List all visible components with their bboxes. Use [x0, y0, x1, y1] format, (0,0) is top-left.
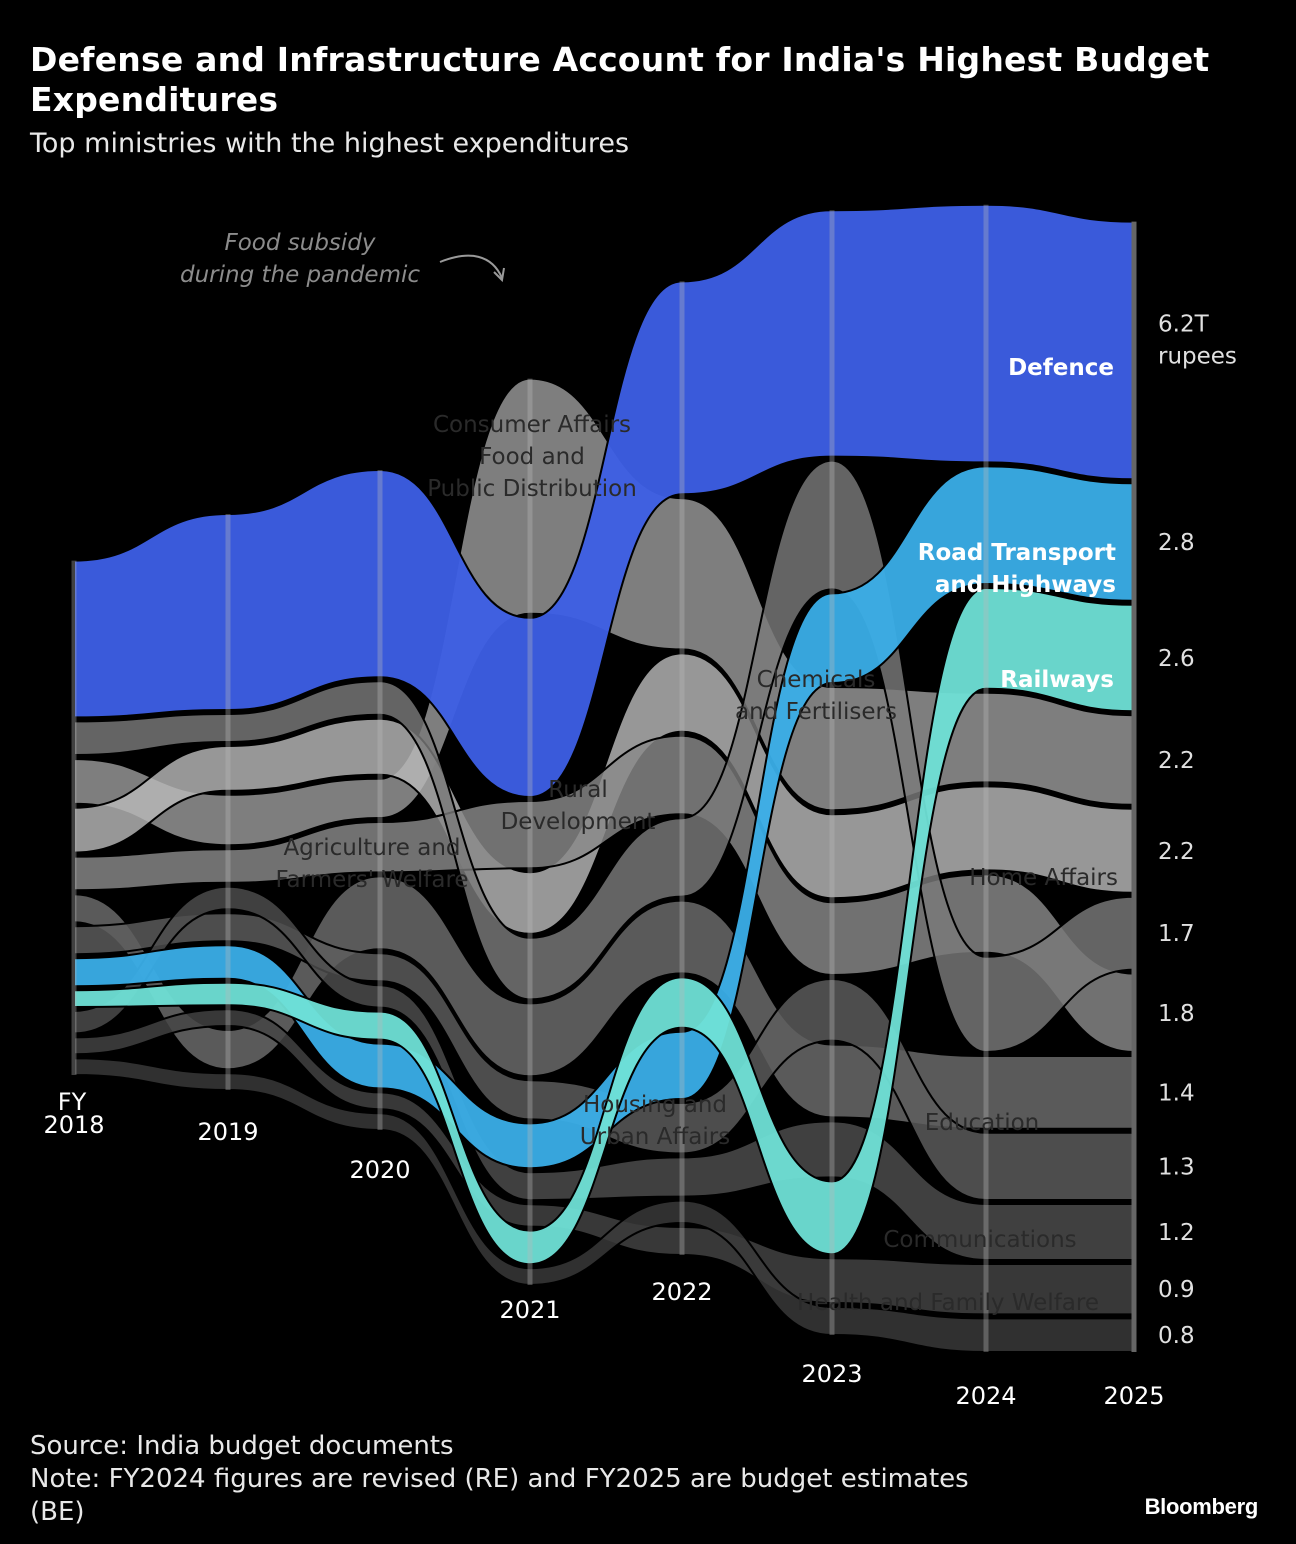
bloomberg-logo: Bloomberg [1144, 1494, 1259, 1519]
series-label-0: Defence [1008, 355, 1114, 381]
value-label-1: 2.8 [1158, 530, 1195, 556]
year-label-2024: 2024 [955, 1382, 1016, 1410]
unit-label: rupees [1158, 344, 1237, 370]
value-label-layer: 6.2T rupees 2.8 2.6 2.2 2.2 1.8 1.7 1.4 1.3 1.2 0.9… [1158, 312, 1237, 1350]
ribbon-defence [73, 203, 1135, 799]
year-label-2021: 2021 [499, 1296, 560, 1324]
value-label-6: 1.7 [1158, 921, 1195, 947]
series-label-8: Education [925, 1110, 1040, 1136]
value-label-0: 6.2T [1158, 312, 1210, 338]
value-label-11: 0.8 [1158, 1323, 1195, 1349]
annotation-layer: Food subsidy during the pandemic [180, 230, 505, 288]
annotation-arrow [439, 254, 503, 279]
value-label-9: 1.2 [1158, 1220, 1195, 1246]
footer: Source: India budget documents Note: FY2… [30, 1430, 1030, 1529]
year-label-2023: 2023 [801, 1360, 862, 1388]
value-label-10: 0.9 [1158, 1277, 1195, 1303]
chart-subtitle: Top ministries with the highest expendit… [30, 128, 630, 159]
series-label-1: Road Transport and Highways [918, 540, 1116, 598]
series-label-3: Consumer Affairs Food and Public Distribut… [427, 412, 637, 502]
year-label-2018: 2018 [43, 1111, 104, 1139]
fy-prefix-label: FY [58, 1088, 87, 1116]
year-label-2025: 2025 [1103, 1382, 1164, 1410]
year-axis-layer [71, 204, 1137, 1352]
year-label-layer: 2018 2019 2020 2021 2022 2023 2024 2025 FY [43, 1088, 1164, 1410]
source-note: Source: India budget documents [30, 1431, 454, 1461]
food-subsidy-annotation: Food subsidy during the pandemic [180, 230, 420, 288]
series-label-9: Housing and Urban Affairs [580, 1092, 730, 1150]
series-label-layer: Defence Road Transport and Highways Railway… [275, 355, 1118, 1316]
series-label-7: Agriculture and Farmers' Welfare [275, 835, 468, 893]
year-label-2019: 2019 [197, 1118, 258, 1146]
value-label-3: 2.2 [1158, 748, 1195, 774]
series-label-4: Home Affairs [969, 865, 1118, 891]
series-label-11: Health and Family Welfare [797, 1290, 1099, 1316]
value-label-8: 1.3 [1158, 1154, 1195, 1180]
year-label-2022: 2022 [651, 1278, 712, 1306]
annotation-arrowhead [493, 267, 505, 283]
methodology-note: Note: FY2024 figures are revised (RE) an… [30, 1464, 969, 1527]
series-label-6: Chemicals and Fertilisers [735, 667, 897, 725]
value-label-5: 1.8 [1158, 1001, 1195, 1027]
series-label-2: Railways [1000, 667, 1114, 693]
series-label-10: Communications [883, 1227, 1076, 1253]
value-label-2: 2.6 [1158, 646, 1195, 672]
value-label-7: 1.4 [1158, 1080, 1195, 1106]
value-label-4: 2.2 [1158, 839, 1195, 865]
chart-title: Defense and Infrastructure Account for I… [30, 40, 1210, 119]
year-label-2020: 2020 [349, 1156, 410, 1184]
series-label-5: Rural Development [501, 777, 656, 835]
